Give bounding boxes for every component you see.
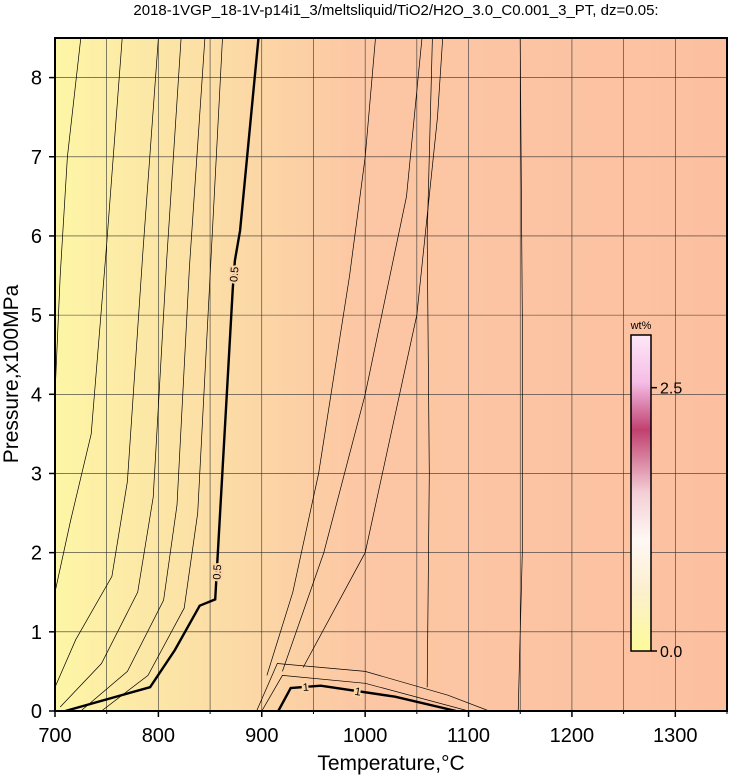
colorbar-ramp [630,334,652,652]
contour-line [282,38,423,672]
contour-line [302,38,444,668]
contour-label: 0.5 [228,266,241,282]
x-tick-label: 900 [245,725,278,747]
x-tick-label: 1000 [343,725,388,747]
colorbar-tick-label: 0.0 [660,644,682,661]
contour-line [426,38,433,688]
plot-background [55,38,727,711]
contour-line [64,38,260,711]
x-tick-label: 1300 [653,725,698,747]
x-tick-label: 800 [142,725,175,747]
x-tick-label: 1200 [550,725,595,747]
y-axis-label: Pressure,x100MPa [0,284,23,463]
y-tick-label: 7 [31,147,42,169]
contour-label: 0.5 [211,564,224,580]
contour-line [59,38,182,708]
contour-line [266,38,376,676]
contour-label: 1 [302,682,309,694]
x-tick-label: 1100 [447,725,490,747]
contour-line [277,684,457,711]
chart-title: 2018-1VGP_18-1V-p14i1_3/meltsliquid/TiO2… [133,2,658,19]
contour-label: 1 [354,686,362,699]
y-tick-label: 8 [31,68,42,90]
contour-line [517,38,523,711]
contours: 0.5 0.5 1 1 [55,38,523,711]
y-tick-label: 6 [31,226,42,248]
y-tick-label: 5 [31,305,42,327]
colorbar-label: wt% [630,320,652,332]
colorbar: wt% 0.0 2.5 [630,320,683,661]
axes: 700 800 900 1000 1100 1200 1300 0 1 2 3 4 5 6 7 8 [31,68,728,747]
y-tick-label: 3 [31,463,42,485]
contour-line [80,38,206,711]
contour-line [55,38,159,688]
y-tick-label: 4 [31,384,42,406]
grid [55,38,727,711]
colorbar-tick-label: 2.5 [660,381,682,398]
contour-line [55,38,82,395]
contour-line [55,38,123,593]
contour-line [256,663,490,711]
y-tick-label: 2 [31,543,42,565]
y-tick-label: 0 [31,701,42,723]
x-axis-label: Temperature,°C [317,752,464,775]
contour-line [101,38,223,711]
plot-frame [54,37,728,712]
contour-line [261,675,469,711]
y-tick-label: 1 [31,622,42,644]
x-tick-label: 700 [38,725,71,747]
